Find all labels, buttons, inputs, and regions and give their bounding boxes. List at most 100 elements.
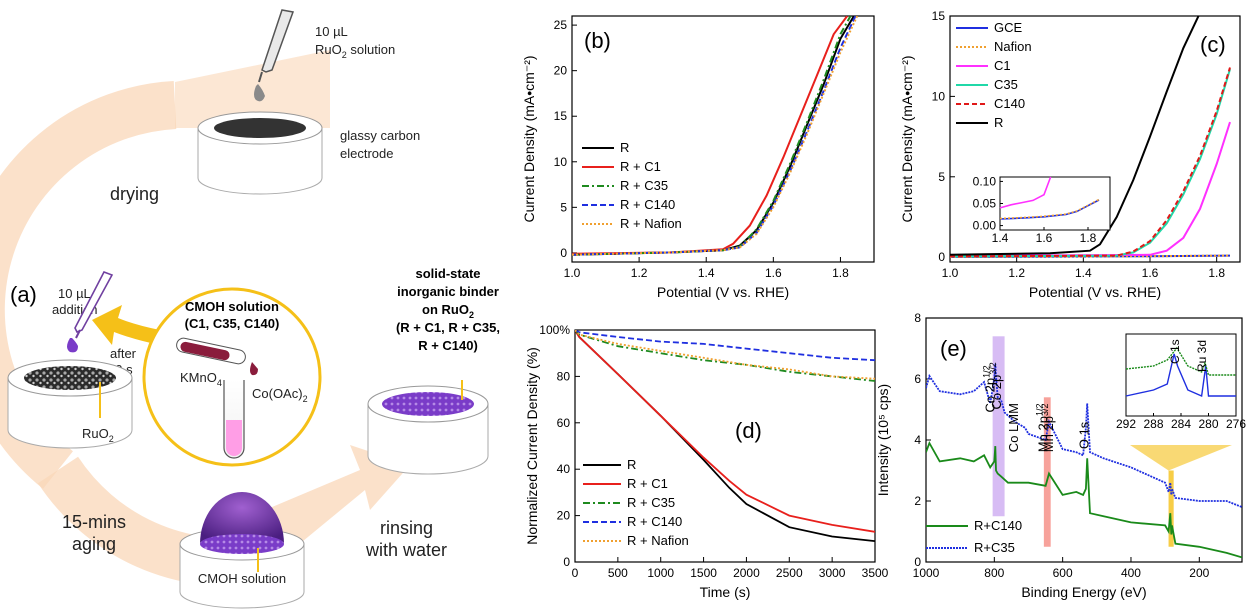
x-tick-label: 1.6 (765, 266, 782, 280)
x-tick-label: 3500 (862, 566, 889, 580)
peak-label: Mn 2p3/2 (1040, 404, 1056, 453)
x-tick-label: 1.2 (1008, 266, 1025, 280)
inset-y-tick-label: 0.05 (973, 197, 997, 211)
inset-e: 292 288 284 280 276 C 1s Ru 3d (1116, 333, 1246, 431)
step-drying: drying (110, 184, 159, 204)
y-tick-label: 6 (914, 372, 921, 386)
legend-label: R + C1 (627, 476, 668, 491)
binder-1: solid-state (415, 266, 480, 281)
x-tick-label: 1500 (690, 566, 717, 580)
binder-5: R + C140) (418, 338, 478, 353)
legend-label: R + C35 (627, 495, 675, 510)
y-tick-label: 0 (914, 555, 921, 569)
inset-spectrum-c35 (1125, 353, 1236, 398)
inset-x-tick-label: 280 (1198, 417, 1218, 431)
scheme-panel: (a) 10 µL RuO2 solution glassy carbon el… (0, 9, 500, 609)
rinse-1: rinsing (380, 518, 433, 538)
x-tick-label: 1.6 (1142, 266, 1159, 280)
peak-label: O 1s (1076, 421, 1091, 449)
series-line-C35 (572, 16, 852, 256)
inset-y-tick-label: 0.00 (973, 219, 997, 233)
series-line-xps2 (926, 363, 1242, 508)
y-tick-label: 25 (554, 18, 568, 32)
series-line-C35 (575, 330, 875, 382)
peak-sup: 1/2 (981, 365, 991, 378)
panel-label: (d) (735, 418, 762, 443)
cmoh-solution-label: CMOH solution (198, 571, 286, 586)
series-line-C1c (950, 121, 1231, 257)
aging-2: aging (72, 534, 116, 554)
legend-label: R + C35 (620, 178, 668, 193)
inset-peak-label: Ru 3d (1195, 340, 1209, 372)
legend-label: R (620, 140, 629, 155)
peak-sup: 1/2 (1034, 404, 1044, 417)
y-tick-label: 5 (938, 170, 945, 184)
inset-zoom-funnel (1130, 445, 1232, 471)
kmno4-tube-icon (176, 337, 258, 376)
plot-frame (571, 15, 875, 263)
pipette-left-icon (67, 271, 114, 353)
inset-x-tick-label: 292 (1116, 417, 1136, 431)
y-tick-label: 20 (554, 64, 568, 78)
inset-x-tick-label: 284 (1171, 417, 1191, 431)
cmoh-circle (142, 287, 322, 467)
mn2p-band (1043, 397, 1051, 547)
x-tick-label: 1.8 (832, 266, 849, 280)
panel-label: (e) (940, 336, 967, 361)
rinse-2: with water (365, 540, 447, 560)
y-tick-label: 60 (557, 416, 571, 430)
peak-sup: 3/2 (988, 362, 998, 375)
binder-4: (R + C1, R + C35, (396, 320, 500, 335)
inset-x-tick-label: 1.8 (1080, 231, 1097, 245)
after-label-1: after (110, 346, 137, 361)
electrode-label-2: electrode (340, 146, 393, 161)
cycle-arrow-top (175, 50, 330, 128)
binder-3: on RuO2 (422, 302, 474, 320)
series-line-C1 (572, 16, 849, 255)
ruo2-label: RuO2 (82, 426, 114, 444)
cooac-tube-icon (223, 380, 245, 459)
series-line-C140 (572, 16, 857, 256)
peak-sup: 3/2 (1040, 404, 1050, 417)
y-tick-label: 80 (557, 369, 571, 383)
legend-label: R+C35 (974, 540, 1015, 555)
series-line-C140 (575, 330, 875, 362)
x-axis-label: Binding Energy (eV) (1021, 584, 1146, 600)
y-tick-label: 20 (557, 509, 571, 523)
series-line-R (572, 16, 855, 256)
x-tick-label: 2500 (776, 566, 803, 580)
legend-label: C140 (994, 96, 1025, 111)
inset-c: 1.4 1.6 1.8 0.00 0.05 0.10 (973, 174, 1111, 245)
legend-label: R + C140 (627, 514, 682, 529)
series-line-C1 (575, 330, 875, 533)
legend-label: R + C1 (620, 159, 661, 174)
electrode-label-1: glassy carbon (340, 128, 420, 143)
cycle-arrow-right (265, 445, 410, 560)
x-tick-label: 200 (1189, 566, 1209, 580)
x-tick-label: 3000 (819, 566, 846, 580)
x-tick-label: 2000 (733, 566, 760, 580)
inset-y-tick-label: 0.10 (973, 174, 997, 188)
series-line-Nafion (575, 330, 875, 380)
legend-label: R + Nafion (620, 216, 682, 231)
chart-d: 0 500 1000 1500 2000 2500 3000 3500 0 20 40 60 80 100… (524, 323, 889, 600)
binder-electrode (367, 380, 489, 475)
panel-label: (b) (584, 28, 611, 53)
legend-label: R+C140 (974, 518, 1022, 533)
cmoh-title-1: CMOH solution (185, 299, 279, 314)
plot-frame (574, 329, 876, 563)
inset-x-tick-label: 1.4 (992, 231, 1009, 245)
transfer-arrow (92, 305, 160, 345)
y-axis-label: Current Density (mA•cm⁻²) (521, 55, 537, 222)
y-tick-label: 10 (932, 89, 946, 103)
x-tick-label: 1.4 (698, 266, 715, 280)
y-tick-label: 5 (560, 200, 567, 214)
pipette-icon (254, 9, 295, 102)
x-tick-label: 1.8 (1208, 266, 1225, 280)
x-tick-label: 1.4 (1075, 266, 1092, 280)
addition-volume: 10 µL (58, 286, 91, 301)
kmno4-label: KMnO4 (180, 370, 222, 388)
y-tick-label: 0 (560, 246, 567, 260)
